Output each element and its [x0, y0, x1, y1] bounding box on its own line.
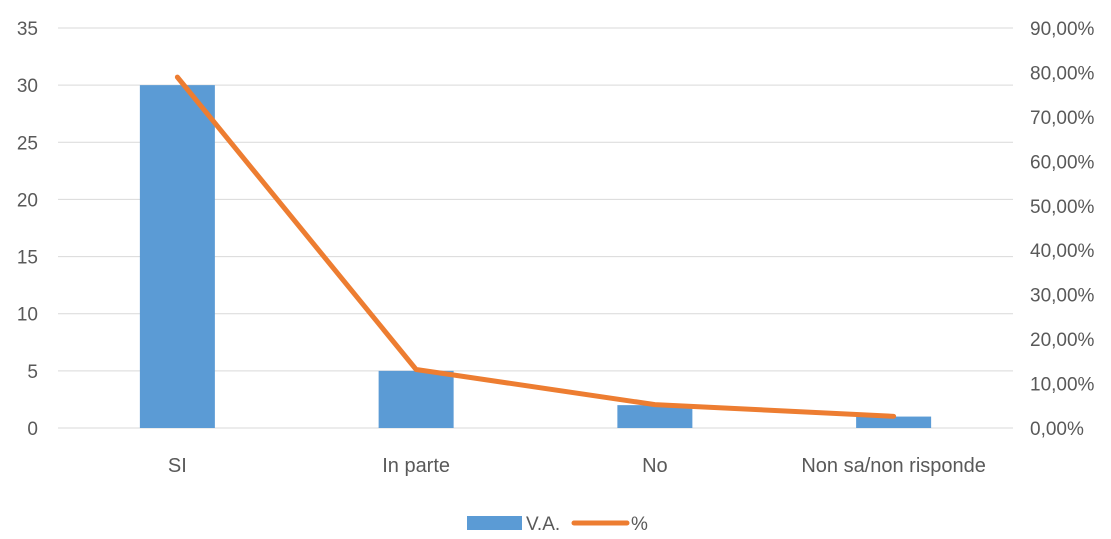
left-tick-label: 30 [17, 76, 38, 97]
category-label: SI [168, 455, 187, 477]
left-tick-label: 15 [17, 248, 38, 269]
category-labels: SI In parte No Non sa/non risponde [168, 455, 986, 477]
legend-label-line: % [631, 514, 648, 534]
right-tick-label: 90,00% [1030, 19, 1095, 40]
right-tick-label: 0,00% [1030, 419, 1084, 440]
left-tick-label: 10 [17, 305, 38, 326]
right-tick-label: 30,00% [1030, 286, 1095, 307]
line-series [174, 74, 897, 419]
left-tick-label: 25 [17, 133, 38, 154]
category-label: Non sa/non risponde [801, 455, 986, 477]
bar-series [139, 85, 932, 429]
gridlines [58, 27, 1013, 429]
category-label: No [642, 455, 668, 477]
left-tick-label: 20 [17, 190, 38, 211]
left-tick-label: 0 [27, 419, 38, 440]
legend-label-bars: V.A. [526, 514, 560, 534]
bar [617, 405, 693, 428]
bar [139, 85, 215, 429]
right-tick-label: 20,00% [1030, 330, 1095, 351]
right-tick-label: 40,00% [1030, 241, 1095, 262]
bar [856, 416, 932, 428]
left-tick-label: 5 [27, 362, 38, 383]
right-tick-label: 70,00% [1030, 108, 1095, 129]
right-tick-label: 50,00% [1030, 197, 1095, 218]
legend-swatch-bars [467, 516, 522, 530]
category-label: In parte [382, 455, 450, 477]
right-axis-ticks: 0,00% 10,00% 20,00% 30,00% 40,00% 50,00% 60,00… [1030, 19, 1095, 440]
left-tick-label: 35 [17, 19, 38, 40]
right-tick-label: 60,00% [1030, 152, 1095, 173]
series-line [174, 74, 897, 419]
right-tick-label: 80,00% [1030, 63, 1095, 84]
legend: V.A. % [467, 514, 648, 535]
bar [378, 370, 454, 428]
right-tick-label: 10,00% [1030, 375, 1095, 396]
left-axis-ticks: 0 5 10 15 20 25 30 35 [17, 19, 38, 440]
